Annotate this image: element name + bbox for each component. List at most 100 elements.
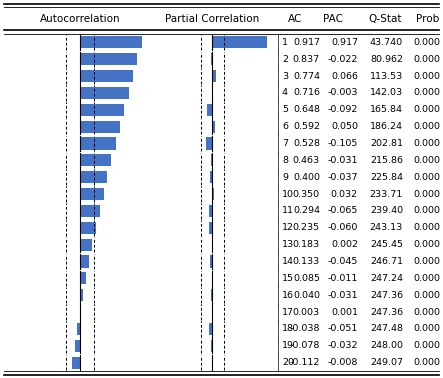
Bar xyxy=(213,36,267,48)
Bar xyxy=(80,104,124,116)
Text: Prob: Prob xyxy=(416,14,439,24)
Bar xyxy=(78,323,80,335)
Bar xyxy=(209,205,213,217)
Text: -0.031: -0.031 xyxy=(327,291,358,300)
Text: Q-Stat: Q-Stat xyxy=(368,14,402,24)
Text: -0.037: -0.037 xyxy=(327,173,358,182)
Text: 248.00: 248.00 xyxy=(370,341,403,350)
Bar xyxy=(80,138,116,150)
Text: 0.032: 0.032 xyxy=(331,190,358,198)
Bar xyxy=(209,222,213,234)
Bar xyxy=(80,256,89,268)
Bar xyxy=(80,222,96,234)
Text: 4: 4 xyxy=(282,88,288,98)
Text: -0.078: -0.078 xyxy=(290,341,320,350)
Text: Autocorrelation: Autocorrelation xyxy=(40,14,120,24)
Text: Partial Correlation: Partial Correlation xyxy=(165,14,260,24)
Text: 5: 5 xyxy=(282,105,288,114)
Text: 2: 2 xyxy=(282,55,288,64)
Text: 0.000: 0.000 xyxy=(413,257,440,266)
Text: 0.294: 0.294 xyxy=(293,206,320,215)
Bar xyxy=(80,289,83,301)
Text: -0.032: -0.032 xyxy=(327,341,358,350)
Bar xyxy=(206,138,213,150)
Text: 0.716: 0.716 xyxy=(293,88,320,98)
Text: -0.051: -0.051 xyxy=(328,324,358,333)
Text: 0.050: 0.050 xyxy=(331,122,358,131)
Text: 0.000: 0.000 xyxy=(413,122,440,131)
Bar xyxy=(80,188,104,200)
Text: 0.000: 0.000 xyxy=(413,308,440,316)
Bar xyxy=(80,121,120,133)
Bar xyxy=(80,272,86,284)
Bar xyxy=(210,340,213,352)
Text: 247.36: 247.36 xyxy=(370,291,403,300)
Text: 12: 12 xyxy=(282,223,294,232)
Text: -0.112: -0.112 xyxy=(290,358,320,367)
Text: 1: 1 xyxy=(282,38,288,47)
Text: 247.36: 247.36 xyxy=(370,308,403,316)
Text: 247.24: 247.24 xyxy=(370,274,403,283)
Bar xyxy=(207,104,213,116)
Text: 9: 9 xyxy=(282,173,288,182)
Text: 113.53: 113.53 xyxy=(370,71,403,81)
Text: 6: 6 xyxy=(282,122,288,131)
Bar xyxy=(75,340,80,352)
Text: 80.962: 80.962 xyxy=(370,55,403,64)
Text: 13: 13 xyxy=(282,240,294,249)
Text: 0.000: 0.000 xyxy=(413,156,440,165)
Bar xyxy=(211,53,213,65)
Bar xyxy=(80,87,128,99)
Text: 233.71: 233.71 xyxy=(370,190,403,198)
Text: 0.000: 0.000 xyxy=(413,190,440,198)
Text: 20: 20 xyxy=(282,358,294,367)
Text: 0.001: 0.001 xyxy=(331,308,358,316)
Text: 225.84: 225.84 xyxy=(370,173,403,182)
Text: 0.133: 0.133 xyxy=(293,257,320,266)
Text: 0.000: 0.000 xyxy=(413,55,440,64)
Text: 0.000: 0.000 xyxy=(413,274,440,283)
Text: 43.740: 43.740 xyxy=(370,38,403,47)
Text: 215.86: 215.86 xyxy=(370,156,403,165)
Text: 0.350: 0.350 xyxy=(293,190,320,198)
Bar xyxy=(211,289,213,301)
Text: 0.235: 0.235 xyxy=(293,223,320,232)
Text: 0.085: 0.085 xyxy=(293,274,320,283)
Text: 0.000: 0.000 xyxy=(413,240,440,249)
Bar xyxy=(210,256,213,268)
Text: 0.183: 0.183 xyxy=(293,240,320,249)
Bar xyxy=(80,239,93,251)
Text: 247.48: 247.48 xyxy=(370,324,403,333)
Text: 246.71: 246.71 xyxy=(370,257,403,266)
Text: 0.000: 0.000 xyxy=(413,358,440,367)
Text: 10: 10 xyxy=(282,190,294,198)
Text: 0.040: 0.040 xyxy=(293,291,320,300)
Bar xyxy=(213,121,215,133)
Text: 243.13: 243.13 xyxy=(370,223,403,232)
Bar xyxy=(80,154,112,166)
Bar xyxy=(210,323,213,335)
Text: 0.463: 0.463 xyxy=(293,156,320,165)
Text: 202.81: 202.81 xyxy=(370,139,403,148)
Bar xyxy=(80,53,137,65)
Bar xyxy=(80,70,132,82)
Text: 0.000: 0.000 xyxy=(413,139,440,148)
Text: 0.066: 0.066 xyxy=(331,71,358,81)
Text: 8: 8 xyxy=(282,156,288,165)
Text: -0.003: -0.003 xyxy=(327,88,358,98)
Text: -0.060: -0.060 xyxy=(328,223,358,232)
Text: -0.008: -0.008 xyxy=(328,358,358,367)
Bar xyxy=(210,171,213,183)
Text: 11: 11 xyxy=(282,206,294,215)
Text: 0.000: 0.000 xyxy=(413,291,440,300)
Text: 0.000: 0.000 xyxy=(413,324,440,333)
Text: 14: 14 xyxy=(282,257,294,266)
Bar xyxy=(72,356,80,369)
Text: AC: AC xyxy=(288,14,302,24)
Bar xyxy=(80,205,100,217)
Text: 0.000: 0.000 xyxy=(413,71,440,81)
Bar xyxy=(212,272,213,284)
Text: -0.045: -0.045 xyxy=(328,257,358,266)
Text: 0.837: 0.837 xyxy=(293,55,320,64)
Text: 0.000: 0.000 xyxy=(413,105,440,114)
